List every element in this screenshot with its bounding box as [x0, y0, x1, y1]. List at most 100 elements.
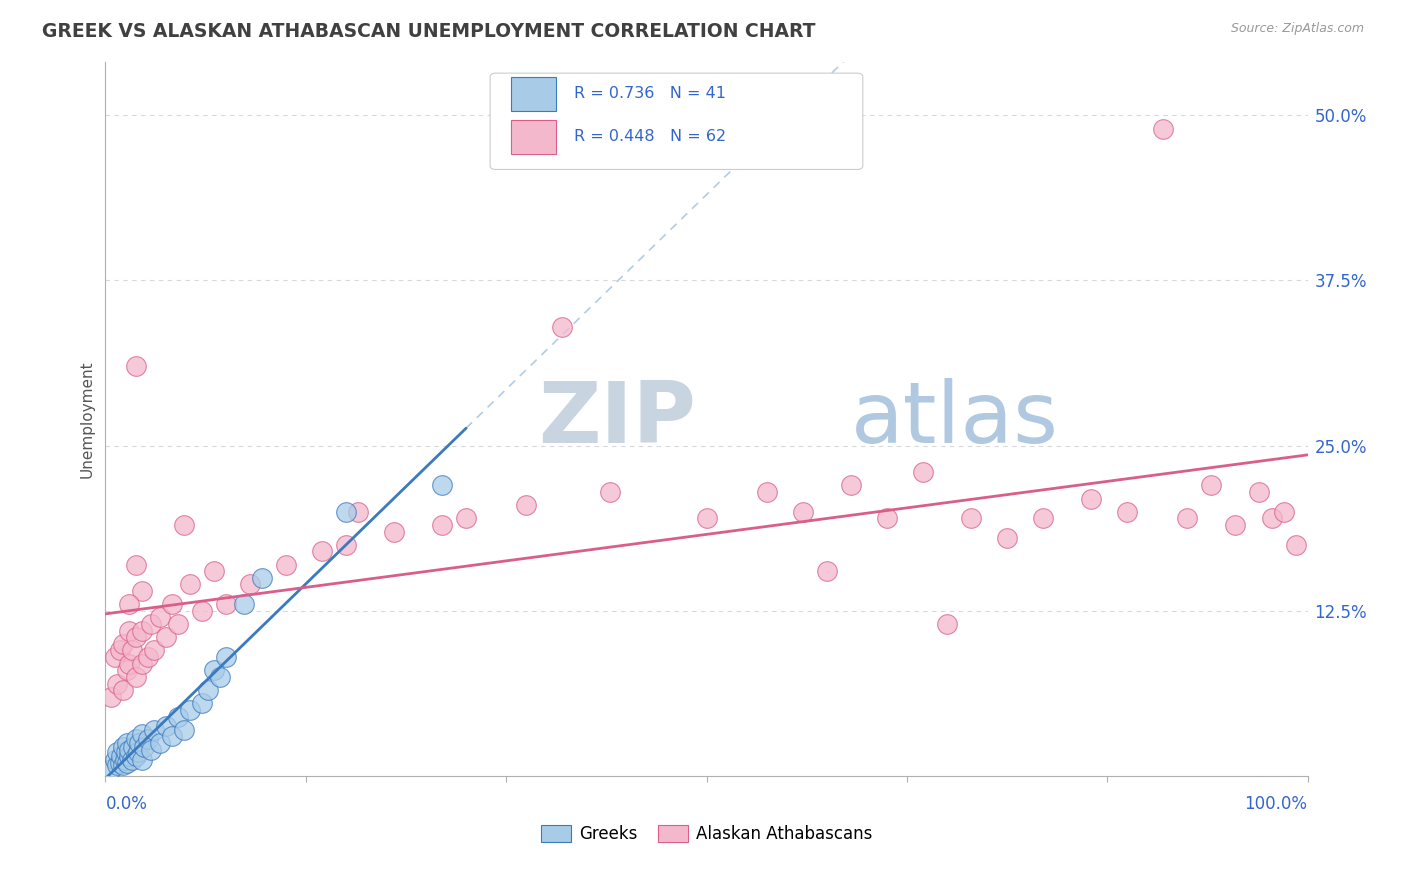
Point [190, 604, 212, 618]
Point [104, 650, 127, 665]
Point [911, 465, 934, 479]
Point [311, 544, 333, 558]
Point [136, 732, 159, 747]
Text: atlas: atlas [851, 377, 1059, 461]
Text: 0.0%: 0.0% [105, 795, 148, 813]
Point [148, 736, 170, 750]
Point [124, 670, 146, 684]
Point [121, 643, 143, 657]
Point [839, 478, 862, 492]
Point [118, 597, 141, 611]
Point [132, 739, 155, 754]
Point [936, 617, 959, 632]
Text: 100.0%: 100.0% [1244, 795, 1308, 813]
Point [1249, 484, 1271, 499]
Point [121, 753, 143, 767]
FancyBboxPatch shape [491, 73, 863, 169]
Point [551, 319, 574, 334]
Point [110, 749, 132, 764]
Point [131, 727, 153, 741]
Point [430, 478, 453, 492]
Point [232, 597, 254, 611]
Point [599, 484, 621, 499]
Point [214, 597, 236, 611]
Point [142, 723, 165, 737]
Point [131, 624, 153, 638]
Point [112, 739, 135, 754]
Point [179, 577, 201, 591]
Point [107, 745, 129, 759]
Point [755, 484, 778, 499]
Point [118, 657, 141, 671]
Point [148, 610, 170, 624]
Text: ZIP: ZIP [538, 377, 696, 461]
Point [454, 511, 477, 525]
Point [197, 683, 219, 698]
Point [347, 505, 370, 519]
Point [112, 758, 135, 772]
Point [1284, 538, 1306, 552]
Point [128, 736, 150, 750]
Point [108, 756, 131, 770]
Point [1225, 518, 1247, 533]
Point [124, 630, 146, 644]
Point [1080, 491, 1102, 506]
Y-axis label: Unemployment: Unemployment [79, 360, 94, 478]
Point [430, 518, 453, 533]
Point [124, 749, 146, 764]
Text: R = 0.448   N = 62: R = 0.448 N = 62 [574, 129, 727, 145]
Point [173, 518, 195, 533]
Point [115, 663, 138, 677]
Point [1201, 478, 1223, 492]
Point [792, 505, 814, 519]
Point [136, 650, 159, 665]
Point [108, 643, 131, 657]
Point [112, 637, 135, 651]
FancyBboxPatch shape [510, 120, 557, 153]
Point [155, 630, 177, 644]
Point [1175, 511, 1198, 525]
Point [115, 736, 138, 750]
Point [122, 739, 145, 754]
Point [160, 597, 183, 611]
Point [250, 571, 273, 585]
Point [118, 742, 141, 756]
Point [142, 643, 165, 657]
Point [190, 697, 212, 711]
Point [960, 511, 983, 525]
Point [124, 558, 146, 572]
Point [115, 756, 138, 770]
Point [127, 745, 149, 759]
Point [100, 690, 122, 704]
Point [107, 758, 129, 772]
Text: R = 0.736   N = 41: R = 0.736 N = 41 [574, 87, 727, 102]
Point [1272, 505, 1295, 519]
Point [179, 703, 201, 717]
Point [995, 531, 1018, 545]
Point [114, 753, 136, 767]
Point [155, 719, 177, 733]
Point [107, 676, 129, 690]
Point [139, 617, 162, 632]
Point [515, 498, 537, 512]
Point [118, 749, 141, 764]
FancyBboxPatch shape [510, 77, 557, 111]
Text: Source: ZipAtlas.com: Source: ZipAtlas.com [1230, 22, 1364, 36]
Point [124, 359, 146, 374]
Point [124, 732, 146, 747]
Point [118, 624, 141, 638]
Point [214, 650, 236, 665]
Point [876, 511, 898, 525]
Point [160, 730, 183, 744]
Point [335, 538, 357, 552]
Point [112, 683, 135, 698]
Point [1152, 121, 1174, 136]
Point [239, 577, 262, 591]
Point [696, 511, 718, 525]
Point [131, 753, 153, 767]
Point [815, 564, 838, 578]
Point [166, 709, 188, 723]
Point [202, 663, 225, 677]
Point [131, 657, 153, 671]
Point [115, 745, 138, 759]
